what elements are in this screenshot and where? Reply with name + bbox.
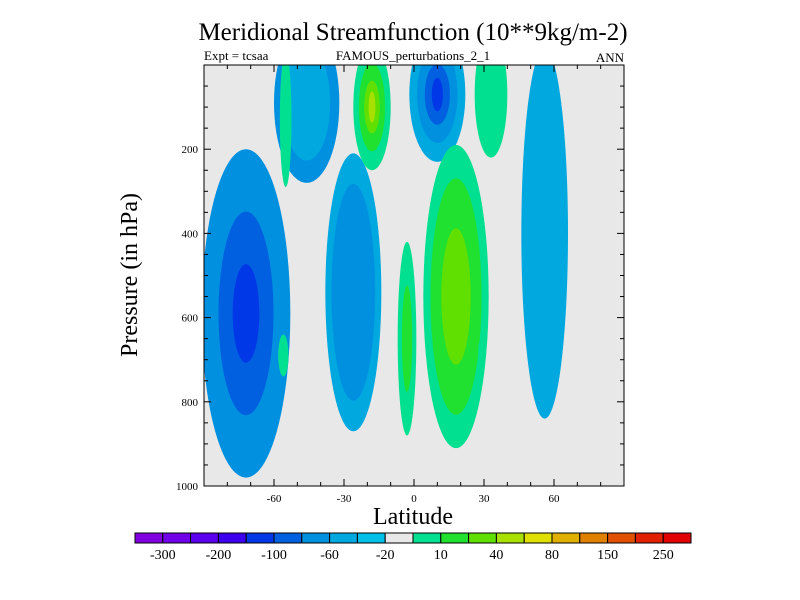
y-axis-title: Pressure (in hPa) bbox=[117, 193, 143, 357]
colorbar-swatch bbox=[245, 532, 275, 544]
colorbar-swatch bbox=[495, 532, 525, 544]
colorbar-label: 80 bbox=[545, 548, 559, 563]
colorbar-label: 40 bbox=[489, 548, 503, 563]
sh-upper-positive-level-4 bbox=[368, 91, 376, 123]
colorbar-swatch bbox=[356, 532, 386, 544]
colorbar-swatch bbox=[523, 532, 553, 544]
eq-narrow-positive-level-2 bbox=[401, 285, 413, 392]
colorbar-label: 150 bbox=[597, 548, 618, 563]
eq-upper-negative-level-4 bbox=[431, 77, 443, 112]
colorbar-swatch bbox=[634, 532, 664, 544]
y-tick-label: 1000 bbox=[176, 481, 199, 493]
nh-upper-positive-level-1 bbox=[474, 65, 508, 158]
experiment-label: Expt = tcsaa bbox=[204, 48, 269, 63]
sh-polar-positive-level-1 bbox=[279, 65, 292, 188]
colorbar-swatch bbox=[662, 532, 692, 544]
x-tick-label: 0 bbox=[411, 493, 417, 505]
sh-small-positive-level-1 bbox=[278, 334, 289, 377]
run-label: FAMOUS_perturbations_2_1 bbox=[336, 48, 490, 63]
y-tick-label: 200 bbox=[182, 144, 199, 156]
colorbar-swatch bbox=[579, 532, 609, 544]
colorbar-swatch bbox=[412, 532, 442, 544]
x-tick-label: -60 bbox=[267, 493, 282, 505]
x-axis-title: Latitude bbox=[373, 504, 453, 530]
sh-upper-cell-level-2 bbox=[283, 65, 331, 161]
colorbar-label: -200 bbox=[206, 548, 232, 563]
colorbar-swatch bbox=[301, 532, 331, 544]
colorbar-label: -60 bbox=[320, 548, 339, 563]
colorbar-label: -300 bbox=[150, 548, 176, 563]
colorbar-swatch bbox=[329, 532, 358, 544]
colorbar-label: -100 bbox=[261, 548, 287, 563]
colorbar-swatch bbox=[162, 532, 192, 544]
y-tick-label: 400 bbox=[182, 228, 199, 240]
sh-mid-cell-level-2 bbox=[331, 183, 376, 401]
nh-small-positive-level-1 bbox=[478, 338, 486, 364]
x-tick-label: 60 bbox=[549, 493, 561, 505]
contour-field bbox=[204, 65, 568, 478]
nh-deep-negative-level-1 bbox=[521, 65, 568, 419]
colorbar-swatch bbox=[607, 532, 636, 544]
x-tick-label: 30 bbox=[479, 493, 491, 505]
colorbar-swatch bbox=[551, 532, 581, 544]
colorbar-label: -20 bbox=[376, 548, 395, 563]
colorbar-swatch bbox=[134, 532, 164, 544]
colorbar-label: 10 bbox=[434, 548, 448, 563]
season-label: ANN bbox=[596, 50, 625, 65]
x-tick-label: -30 bbox=[337, 493, 352, 505]
colorbar-swatch bbox=[384, 532, 414, 544]
nh-deep-positive-level-3 bbox=[441, 228, 471, 365]
colorbar-swatch bbox=[190, 532, 219, 544]
axis-ticks: -60 -30 0 30 60 200 400 600 800 1000 bbox=[176, 65, 624, 505]
y-tick-label: 600 bbox=[182, 313, 199, 325]
chart-title: Meridional Streamfunction (10**9kg/m-2) bbox=[198, 19, 627, 46]
colorbar-swatch bbox=[217, 532, 247, 544]
colorbar-swatch bbox=[468, 532, 497, 544]
colorbar: -300 -200 -100 -60 -20 10 40 80 150 250 bbox=[134, 532, 692, 563]
y-tick-label: 800 bbox=[182, 397, 199, 409]
colorbar-swatch bbox=[273, 532, 303, 544]
colorbar-swatch bbox=[440, 532, 470, 544]
colorbar-label: 250 bbox=[653, 548, 674, 563]
sh-deep-cell-level-3 bbox=[232, 264, 260, 363]
